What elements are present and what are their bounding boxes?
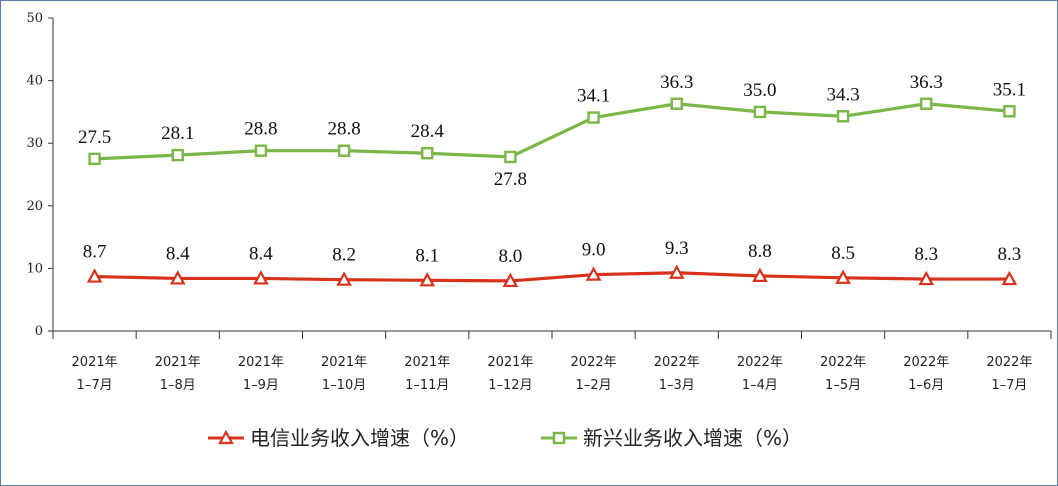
- data-label: 28.1: [161, 123, 194, 144]
- legend-marker-square: [552, 431, 566, 445]
- data-label: 8.7: [83, 242, 107, 263]
- y-tick-label: 10: [26, 261, 43, 276]
- data-label: 35.1: [993, 79, 1026, 100]
- x-tick-label-month: 1–4月: [742, 378, 778, 393]
- x-tick-label-year: 2021年: [321, 355, 367, 370]
- data-point-triangle: [169, 270, 186, 285]
- data-label: 28.4: [411, 121, 445, 142]
- x-tick-label-year: 2022年: [654, 355, 700, 370]
- x-tick-label-year: 2022年: [737, 355, 783, 370]
- x-tick-label-month: 1–9月: [243, 378, 279, 393]
- data-label: 8.8: [748, 241, 772, 262]
- y-tick-label: 30: [26, 136, 43, 151]
- data-point-triangle: [585, 266, 602, 281]
- data-label: 28.8: [244, 119, 277, 140]
- legend-label: 电信业务收入增速（%）: [250, 426, 469, 450]
- y-tick-label: 40: [26, 74, 43, 89]
- data-label: 8.5: [831, 243, 855, 264]
- data-point-square: [337, 144, 351, 157]
- x-tick-label-year: 2021年: [487, 355, 533, 370]
- data-point-square: [254, 144, 268, 157]
- data-label: 34.3: [826, 84, 859, 105]
- x-tick-label-month: 1–10月: [322, 378, 366, 393]
- legend-item-1: 电信业务收入增速（%）: [208, 426, 469, 450]
- x-tick-label-year: 2022年: [571, 355, 617, 370]
- x-tick-label-month: 1–7月: [991, 378, 1027, 393]
- data-point-square: [753, 105, 767, 119]
- data-label: 9.0: [582, 240, 606, 261]
- x-tick-label-month: 1–7月: [77, 378, 113, 393]
- data-point-triangle: [419, 271, 436, 287]
- series-1: 8.7 8.4 8.4 8.2 8.1 8.0 9.0 9.3 8.8 8.5 8.3 8.3: [83, 238, 1022, 288]
- data-point-triangle: [752, 267, 768, 283]
- data-point-square: [171, 148, 184, 162]
- x-tick-label-month: 1–8月: [160, 378, 196, 393]
- x-tick-label-year: 2021年: [72, 355, 118, 370]
- data-point-triangle: [502, 272, 519, 288]
- x-tick-label-year: 2022年: [986, 355, 1032, 370]
- y-tick-label: 20: [26, 199, 43, 214]
- data-point-triangle: [336, 271, 352, 286]
- data-point-triangle: [835, 269, 851, 284]
- data-label: 36.3: [910, 72, 943, 93]
- legend-item-2: 新兴业务收入增速（%）: [541, 426, 802, 450]
- x-tick-label-month: 1–3月: [659, 378, 695, 393]
- data-label: 8.0: [499, 246, 523, 267]
- data-point-triangle: [253, 270, 269, 285]
- data-label: 36.3: [660, 72, 693, 93]
- data-label: 35.0: [743, 80, 776, 101]
- data-point-square: [587, 111, 600, 124]
- series-line: [94, 271, 1010, 283]
- x-tick-label-month: 1–12月: [488, 378, 532, 393]
- x-tick-label-year: 2021年: [155, 355, 201, 370]
- data-label: 8.3: [914, 244, 938, 265]
- y-ticks: 0 10 20 30 40 50: [26, 11, 53, 339]
- series-layer: 8.7 8.4 8.4 8.2 8.1 8.0 9.0 9.3 8.8 8.5 8.3 8.3 27.5…: [78, 72, 1026, 288]
- y-tick-label: 50: [26, 11, 43, 26]
- data-point-square: [88, 152, 101, 166]
- data-label: 9.3: [665, 238, 689, 259]
- data-label: 8.3: [998, 244, 1022, 265]
- data-point-square: [1003, 105, 1016, 118]
- data-label: 34.1: [577, 86, 610, 107]
- data-point-square: [504, 150, 517, 164]
- data-point-triangle: [1001, 270, 1018, 286]
- x-tick-label-year: 2021年: [238, 355, 284, 370]
- x-tick-label-year: 2021年: [404, 355, 450, 370]
- data-label: 8.1: [415, 245, 439, 266]
- data-point-triangle: [918, 270, 935, 286]
- x-ticks: 2021年 1–7月 2021年 1–8月 2021年 1–9月 2021年 1–10月 202…: [52, 331, 1052, 393]
- x-tick-label-month: 1–6月: [908, 378, 944, 393]
- data-point-square: [920, 97, 933, 110]
- data-label: 27.5: [78, 127, 111, 148]
- legend-marker-triangle: [218, 429, 234, 445]
- data-point-triangle: [86, 268, 103, 283]
- series-2: 27.5 28.1 28.8 28.8 28.4 27.8 34.1 36.3 35.0 34.3…: [78, 72, 1026, 190]
- data-point-triangle: [668, 264, 685, 279]
- x-tick-label-month: 1–11月: [405, 378, 449, 393]
- series-line: [94, 102, 1010, 161]
- legend-label: 新兴业务收入增速（%）: [583, 426, 802, 450]
- data-point-square: [670, 97, 683, 110]
- y-tick-label: 0: [35, 324, 43, 339]
- data-label: 8.4: [249, 243, 273, 264]
- data-label: 8.2: [332, 245, 356, 266]
- data-point-square: [421, 147, 434, 160]
- data-label: 27.8: [494, 169, 527, 190]
- x-tick-label-month: 1–2月: [576, 378, 612, 393]
- legend: 电信业务收入增速（%） 新兴业务收入增速（%）: [208, 426, 802, 450]
- x-tick-label-year: 2022年: [903, 355, 949, 370]
- data-label: 28.8: [327, 119, 360, 140]
- x-tick-label-year: 2022年: [820, 355, 866, 370]
- data-point-square: [836, 110, 850, 123]
- x-tick-label-month: 1–5月: [825, 378, 861, 393]
- data-label: 8.4: [166, 243, 190, 264]
